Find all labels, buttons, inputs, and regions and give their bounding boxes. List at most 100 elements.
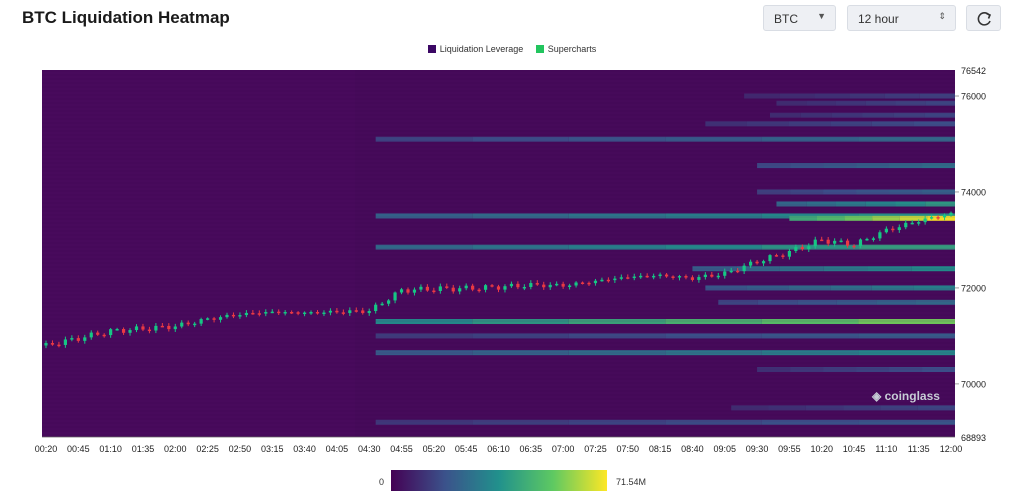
candle-body	[70, 338, 74, 340]
candle-body	[225, 314, 229, 318]
candle-body	[787, 250, 791, 257]
candle-body	[606, 279, 610, 282]
candle-body	[845, 240, 850, 246]
colorbar-min-label: 0	[379, 477, 385, 487]
candle-body	[529, 283, 533, 287]
candle-body	[503, 286, 507, 290]
liquidation-band-segment	[472, 213, 569, 219]
candle-body	[697, 277, 701, 280]
candle-body	[445, 286, 449, 288]
up-down-chevron-icon: ⇕	[938, 11, 946, 21]
candle-body	[361, 310, 365, 314]
candle-body	[167, 325, 171, 330]
liquidation-band-segment	[788, 121, 831, 127]
candle-body	[749, 261, 753, 266]
candle-body	[535, 283, 539, 285]
liquidation-band-segment	[924, 112, 955, 118]
liquidation-band-segment	[757, 299, 798, 305]
legend-item-liquidation-leverage[interactable]: Liquidation Leverage	[427, 44, 523, 54]
candle-body	[852, 245, 856, 248]
liquidation-band-segment	[858, 350, 955, 356]
liquidation-band-segment	[797, 299, 837, 305]
period-select[interactable]: 12 hour ⇕	[847, 5, 956, 31]
liquidation-band-segment	[761, 419, 859, 425]
liquidation-band-segment	[865, 100, 896, 106]
x-tick-label: 01:10	[99, 444, 122, 454]
candle-body	[160, 325, 164, 328]
candle-body	[128, 330, 132, 333]
liquidation-band-segment	[835, 100, 866, 106]
candle-body	[555, 283, 559, 286]
liquidation-band-segment	[761, 350, 859, 356]
liquidation-band-segment	[472, 136, 569, 142]
candle-body	[451, 287, 455, 292]
candle-body	[871, 238, 876, 240]
liquidation-band-segment	[872, 215, 900, 221]
liquidation-band-segment	[568, 319, 666, 325]
candle-body	[671, 276, 675, 278]
candle-body	[923, 218, 927, 223]
candle-body	[703, 274, 707, 278]
y-tick-label: 76000	[961, 92, 986, 102]
legend-item-supercharts[interactable]: Supercharts	[535, 44, 596, 54]
candle-body	[858, 239, 863, 246]
candle-body	[652, 275, 656, 278]
liquidation-band-segment	[889, 163, 923, 169]
x-tick-label: 07:25	[584, 444, 607, 454]
heatmap-texture	[42, 72, 955, 434]
candle-body	[57, 344, 61, 347]
symbol-select[interactable]: BTC ▼	[763, 5, 836, 31]
candle-body	[354, 310, 358, 312]
liquidation-band-segment	[757, 189, 791, 195]
liquidation-band-segment	[761, 136, 859, 142]
liquidation-band-segment	[831, 112, 863, 118]
candle-body	[438, 286, 442, 291]
candle-body	[315, 312, 320, 314]
candle-body	[509, 283, 514, 287]
page-title: BTC Liquidation Heatmap	[22, 8, 230, 27]
liquidation-band-segment	[858, 244, 955, 250]
candle-body	[884, 228, 888, 233]
candle-body	[904, 222, 908, 228]
candle-body	[102, 334, 106, 337]
liquidation-band-segment	[665, 244, 762, 250]
candle-body	[613, 278, 617, 281]
candle-body	[121, 329, 126, 333]
candle-body	[865, 238, 869, 241]
candle-body	[483, 285, 488, 290]
liquidation-band-segment	[375, 319, 473, 325]
colorbar	[391, 470, 607, 491]
liquidation-band-segment	[858, 419, 955, 425]
x-tick-label: 10:45	[843, 444, 866, 454]
x-tick-label: 11:10	[875, 444, 897, 454]
candle-body	[800, 247, 804, 250]
candle-body	[283, 312, 287, 314]
candle-body	[412, 289, 417, 293]
candle-body	[774, 255, 779, 257]
candle-body	[568, 285, 572, 288]
candle-body	[212, 318, 216, 320]
liquidation-band-segment	[744, 93, 780, 99]
heatmap-area	[42, 70, 955, 437]
refresh-button[interactable]	[966, 5, 1001, 31]
candle-body	[593, 280, 598, 284]
liquidation-band-segment	[375, 419, 473, 425]
candle-body	[309, 312, 313, 314]
candle-body	[419, 286, 423, 290]
candle-body	[820, 239, 824, 242]
candle-body	[794, 247, 798, 251]
heatmap-chart[interactable]: 76542 76000 74000 72000 70000 68893 00:20 00:4…	[0, 0, 1024, 470]
candle-body	[399, 289, 404, 293]
liquidation-band-segment	[911, 266, 955, 272]
candle-body	[807, 246, 811, 250]
x-tick-label: 07:50	[617, 444, 640, 454]
candle-body	[619, 277, 623, 279]
liquidation-band-segment	[568, 333, 666, 339]
x-tick-label: 07:00	[552, 444, 575, 454]
x-axis: 00:20 00:45 01:10 01:35 02:00 02:25 02:50 03:15…	[35, 436, 962, 454]
chevron-down-icon: ▼	[817, 11, 826, 21]
candle-body	[891, 228, 895, 231]
liquidation-band-segment	[472, 350, 569, 356]
candle-body	[516, 283, 520, 288]
liquidation-band-segment	[884, 93, 920, 99]
